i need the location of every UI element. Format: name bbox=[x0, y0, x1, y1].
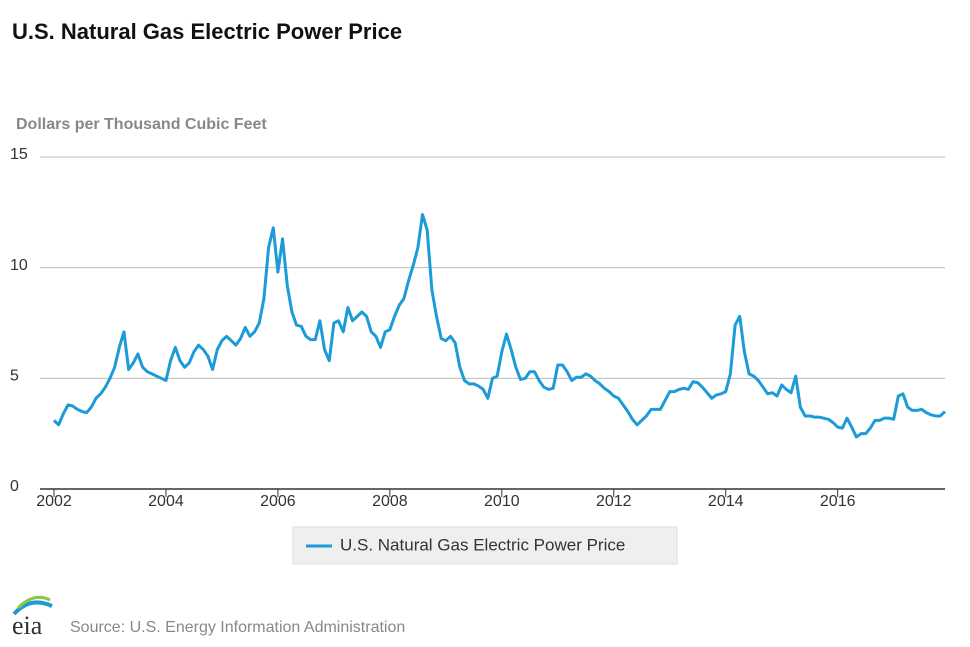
x-tick-label: 2014 bbox=[708, 493, 744, 510]
x-tick-label: 2016 bbox=[820, 493, 856, 510]
x-tick-label: 2012 bbox=[596, 493, 632, 510]
x-tick-label: 2004 bbox=[148, 493, 184, 510]
data-line bbox=[52, 213, 947, 439]
source: Source: U.S. Energy Information Administ… bbox=[70, 619, 405, 636]
chart-title: U.S. Natural Gas Electric Power Price bbox=[12, 19, 402, 44]
x-tick-label: 2008 bbox=[372, 493, 408, 510]
y-axis-label: Dollars per Thousand Cubic Feet bbox=[16, 116, 267, 133]
y-tick-label: 15 bbox=[10, 146, 28, 163]
y-tick-label: 5 bbox=[10, 368, 19, 385]
logo-arc bbox=[16, 595, 51, 610]
legend-box bbox=[292, 526, 678, 565]
logo-arc bbox=[12, 600, 53, 616]
legend-label: U.S. Natural Gas Electric Power Price bbox=[340, 535, 625, 554]
logo: eia bbox=[12, 611, 43, 640]
y-tick-label: 10 bbox=[10, 257, 28, 274]
x-tick-label: 2010 bbox=[484, 493, 520, 510]
x-tick-label: 2006 bbox=[260, 493, 296, 510]
y-tick-label: 0 bbox=[10, 478, 19, 495]
x-tick-label: 2002 bbox=[36, 493, 72, 510]
